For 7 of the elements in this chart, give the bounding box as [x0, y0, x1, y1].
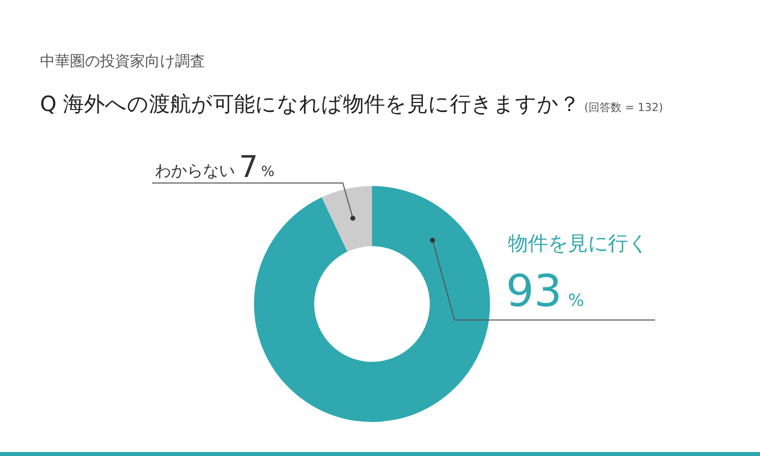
data-label: 93%: [506, 266, 584, 317]
chart-subtitle: 中華圏の投資家向け調査: [40, 52, 205, 71]
slice-label: わからない: [155, 161, 235, 180]
slice-label: 物件を見に行く: [508, 231, 648, 255]
data-label: 7%: [239, 150, 274, 185]
text: (回答数 = 132): [584, 101, 664, 114]
chart-title: Q 海外への渡航が可能になれば物件を見に行きますか？: [40, 92, 580, 116]
